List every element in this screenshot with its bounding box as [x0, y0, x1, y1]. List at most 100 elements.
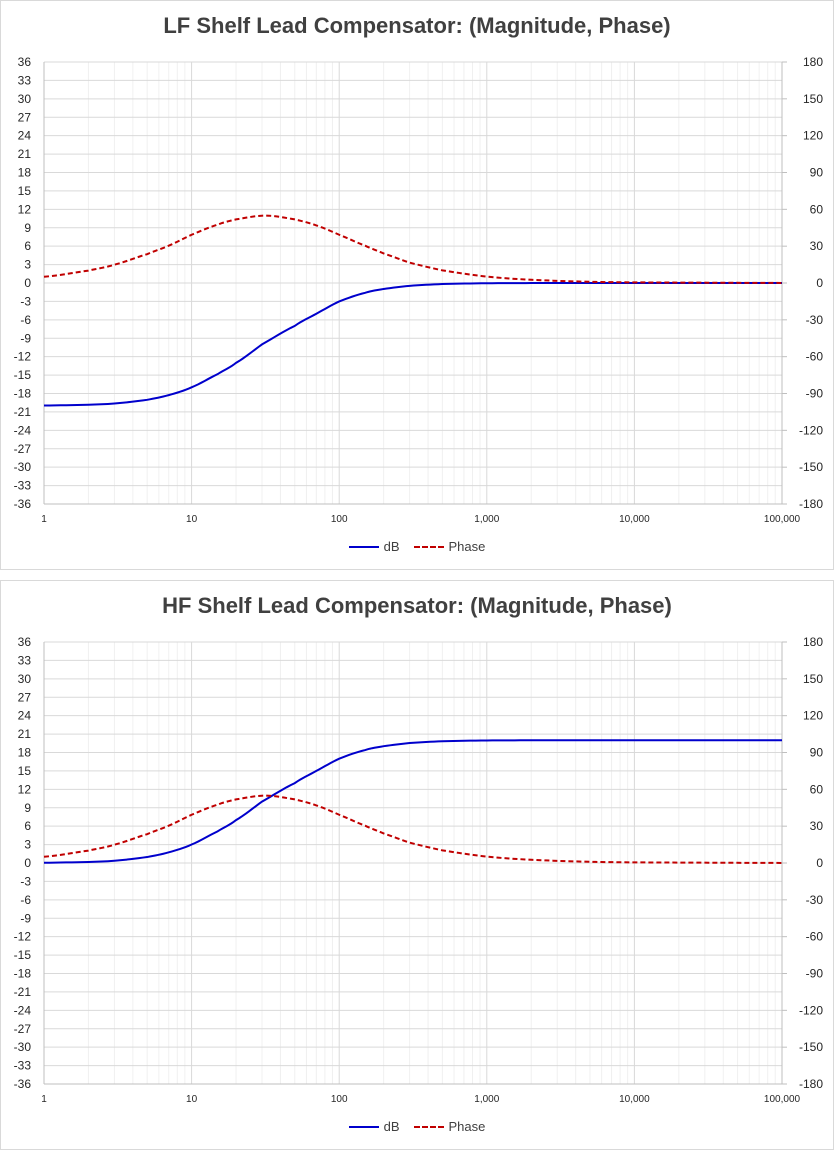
y-tick-label: -24: [14, 423, 32, 437]
y-tick-label: -33: [14, 1059, 32, 1073]
y-tick-label: -18: [14, 387, 32, 401]
legend-item-db: dB: [348, 1119, 400, 1134]
y2-tick-label: 60: [810, 202, 824, 216]
y2-tick-label: 150: [803, 672, 823, 686]
legend-item-phase: Phase: [413, 539, 486, 554]
y-tick-label: 18: [18, 166, 32, 180]
chart-panel-lf: LF Shelf Lead Compensator: (Magnitude, P…: [0, 0, 834, 570]
x-tick-label: 1,000: [474, 514, 499, 525]
x-tick-label: 10,000: [619, 1094, 650, 1105]
y2-tick-label: 0: [816, 856, 823, 870]
y-tick-label: 9: [24, 221, 31, 235]
y-tick-label: -24: [14, 1003, 32, 1017]
y-tick-label: -30: [14, 460, 32, 474]
y-tick-label: 15: [18, 764, 32, 778]
y2-tick-label: -60: [806, 350, 824, 364]
x-tick-label: 10,000: [619, 514, 650, 525]
y2-tick-label: 180: [803, 55, 823, 69]
y-tick-label: 3: [24, 838, 31, 852]
x-tick-label: 100,000: [764, 1094, 801, 1105]
y-tick-label: 3: [24, 258, 31, 272]
y-tick-label: -12: [14, 930, 32, 944]
y-tick-label: -9: [20, 911, 31, 925]
series-line-db: [43, 282, 782, 407]
y2-tick-label: -120: [799, 1003, 823, 1017]
y2-tick-label: 120: [803, 129, 823, 143]
y2-tick-label: 120: [803, 709, 823, 723]
y-tick-label: 27: [18, 690, 32, 704]
y-tick-label: 30: [18, 672, 32, 686]
y-tick-label: -36: [14, 497, 32, 511]
y2-tick-label: 60: [810, 782, 824, 796]
x-tick-label: 1: [41, 1094, 47, 1105]
y2-tick-label: 150: [803, 92, 823, 106]
y2-tick-label: 30: [810, 819, 824, 833]
x-tick-label: 10: [186, 514, 198, 525]
y-tick-label: -36: [14, 1077, 32, 1091]
y-tick-label: -6: [20, 893, 31, 907]
x-tick-label: 10: [186, 1094, 198, 1105]
y-tick-label: -33: [14, 479, 32, 493]
legend-swatch-db: [348, 545, 379, 548]
series-line-phase: [43, 214, 783, 284]
chart-title: HF Shelf Lead Compensator: (Magnitude, P…: [162, 593, 672, 618]
x-tick-label: 100: [331, 514, 348, 525]
y2-tick-label: -30: [806, 893, 824, 907]
chart-panel-hf: HF Shelf Lead Compensator: (Magnitude, P…: [0, 580, 834, 1150]
legend-swatch-phase: [413, 545, 444, 548]
y-tick-label: 9: [24, 801, 31, 815]
y-tick-label: -15: [14, 368, 32, 382]
y2-tick-label: -180: [799, 497, 823, 511]
y-tick-label: -27: [14, 442, 32, 456]
series-line-db: [43, 739, 782, 864]
y-tick-label: 27: [18, 110, 32, 124]
chart-title: LF Shelf Lead Compensator: (Magnitude, P…: [163, 13, 671, 38]
y-tick-label: -21: [14, 985, 32, 999]
y2-tick-label: -60: [806, 930, 824, 944]
y2-tick-label: -150: [799, 460, 823, 474]
legend-label-phase: Phase: [448, 539, 486, 554]
x-tick-label: 1,000: [474, 1094, 499, 1105]
y-tick-label: -3: [20, 294, 31, 308]
y-tick-label: 15: [18, 184, 32, 198]
legend-item-db: dB: [348, 539, 400, 554]
x-tick-label: 1: [41, 514, 47, 525]
y-tick-label: 6: [24, 239, 31, 253]
y2-tick-label: 90: [810, 746, 824, 760]
legend-label-db: dB: [383, 539, 400, 554]
y2-tick-label: 90: [810, 166, 824, 180]
y2-tick-label: -180: [799, 1077, 823, 1091]
y-tick-label: 12: [18, 782, 32, 796]
y2-tick-label: 30: [810, 239, 824, 253]
y-tick-label: -6: [20, 313, 31, 327]
y-tick-label: -30: [14, 1040, 32, 1054]
y2-tick-label: -90: [806, 967, 824, 981]
legend: dB Phase: [1, 1119, 833, 1134]
y-tick-label: 0: [24, 276, 31, 290]
y-tick-label: 18: [18, 746, 32, 760]
y-tick-label: 24: [18, 709, 32, 723]
y-tick-label: 36: [18, 635, 32, 649]
legend-label-db: dB: [383, 1119, 400, 1134]
y-tick-label: 12: [18, 202, 32, 216]
legend-label-phase: Phase: [448, 1119, 486, 1134]
y-tick-label: 36: [18, 55, 32, 69]
y2-tick-label: -30: [806, 313, 824, 327]
y2-tick-label: -150: [799, 1040, 823, 1054]
y-tick-label: -21: [14, 405, 32, 419]
y-tick-label: -3: [20, 874, 31, 888]
series-line-phase: [43, 794, 783, 864]
legend-swatch-phase: [413, 1125, 444, 1128]
plot-area: 3633302724211815129630-3-6-9-12-15-18-21…: [14, 635, 824, 1105]
y-tick-label: 6: [24, 819, 31, 833]
y-tick-label: -27: [14, 1022, 32, 1036]
y-tick-label: 21: [18, 727, 32, 741]
y-tick-label: 0: [24, 856, 31, 870]
x-tick-label: 100,000: [764, 514, 801, 525]
y-tick-label: -15: [14, 948, 32, 962]
y-tick-label: 24: [18, 129, 32, 143]
y2-tick-label: 180: [803, 635, 823, 649]
y-tick-label: 21: [18, 147, 32, 161]
legend-item-phase: Phase: [413, 1119, 486, 1134]
x-tick-label: 100: [331, 1094, 348, 1105]
